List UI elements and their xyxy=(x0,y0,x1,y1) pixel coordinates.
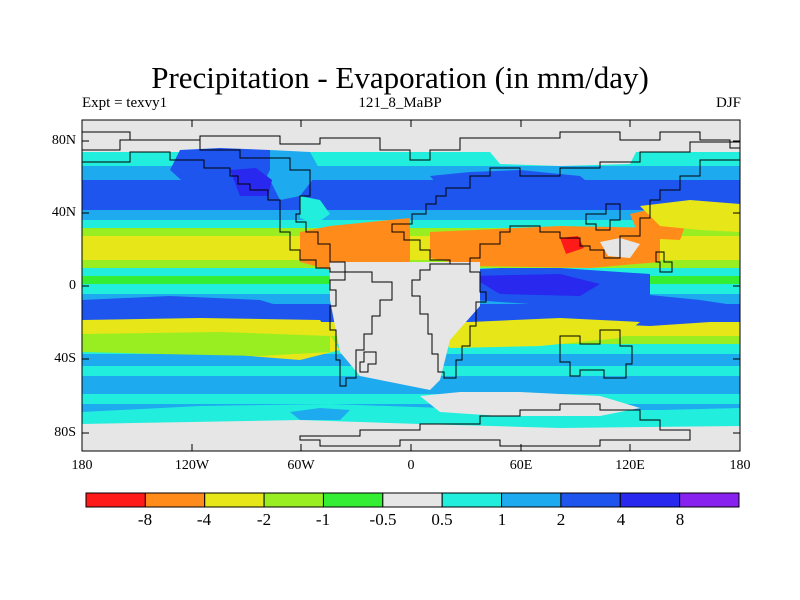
colorbar-label: -0.5 xyxy=(369,510,397,529)
colorbar-swatch xyxy=(679,492,740,508)
colorbar-label: -2 xyxy=(256,510,272,529)
colorbar-swatch xyxy=(263,492,324,508)
field-band xyxy=(82,394,740,404)
colorbar-label: -8 xyxy=(137,510,153,529)
lat-label-80n: 80N xyxy=(51,133,76,148)
experiment-label: Expt = texvy1 xyxy=(82,95,168,111)
colorbar-label: 2 xyxy=(556,510,566,529)
coastline xyxy=(82,120,740,447)
field-region xyxy=(82,296,300,326)
lat-label-80s: 80S xyxy=(54,425,76,440)
colorbar-label: -4 xyxy=(196,510,212,529)
colorbar-swatch xyxy=(85,492,146,508)
field-region xyxy=(270,150,320,200)
season-label: DJF xyxy=(715,95,741,111)
continent-outline xyxy=(559,329,633,379)
field-region xyxy=(230,168,272,196)
field-band xyxy=(82,180,740,210)
field-region xyxy=(300,196,330,224)
precip-evap-field xyxy=(82,120,740,451)
field-region xyxy=(430,318,640,348)
continent-outline xyxy=(411,263,487,379)
colorbar-swatch xyxy=(619,492,681,508)
colorbar-label: 1 xyxy=(497,510,507,529)
field-region xyxy=(290,408,350,420)
colorbar-label: -1 xyxy=(315,510,331,529)
field-region xyxy=(560,236,584,254)
continent-outline xyxy=(329,271,393,387)
period-label: 121_8_MaBP xyxy=(358,95,442,111)
colorbar-swatch xyxy=(501,492,562,508)
colorbar-swatch xyxy=(144,492,206,508)
field-region xyxy=(330,262,480,390)
colorbar-swatch xyxy=(441,492,503,508)
field-band xyxy=(82,228,740,236)
field-region xyxy=(430,170,600,202)
colorbar-swatch xyxy=(560,492,621,508)
continent-outline xyxy=(359,351,377,373)
field-region xyxy=(300,218,410,270)
colorbar-swatch xyxy=(204,492,265,508)
colorbar-label: 4 xyxy=(616,510,626,529)
field-region xyxy=(480,138,640,166)
lon-label-180w: 180 xyxy=(71,458,93,473)
continent-outline xyxy=(299,403,691,447)
field-region xyxy=(470,274,600,296)
continent-outline xyxy=(82,139,346,273)
chart-title: Precipitation - Evaporation (in mm/day) xyxy=(151,60,649,95)
field-region xyxy=(560,294,740,326)
lat-label-0: 0 xyxy=(69,278,76,293)
field-region xyxy=(430,226,660,268)
field-region xyxy=(82,420,740,451)
colorbar-swatch xyxy=(322,492,384,508)
colorbar xyxy=(85,492,740,508)
lon-label-60e: 60E xyxy=(509,458,533,473)
continent-outline xyxy=(585,203,621,231)
continent-outline xyxy=(82,120,740,161)
lat-label-40n: 40N xyxy=(51,205,76,220)
colorbar-label: 0.5 xyxy=(431,510,453,529)
field-region xyxy=(640,200,740,232)
lon-label-120w: 120W xyxy=(174,458,210,473)
continent-outline xyxy=(655,251,673,273)
lon-label-120e: 120E xyxy=(615,458,645,473)
field-region xyxy=(420,392,640,416)
continent-outline xyxy=(391,141,740,265)
lon-label-60w: 60W xyxy=(287,458,315,473)
lon-label-180e: 180 xyxy=(729,458,751,473)
lon-label-0: 0 xyxy=(407,458,415,473)
field-band xyxy=(82,210,740,220)
colorbar-swatch xyxy=(382,492,443,508)
field-region xyxy=(82,332,330,356)
colorbar-label: 8 xyxy=(675,510,685,529)
axis-ticks xyxy=(81,120,741,451)
lat-label-40s: 40S xyxy=(54,351,76,366)
